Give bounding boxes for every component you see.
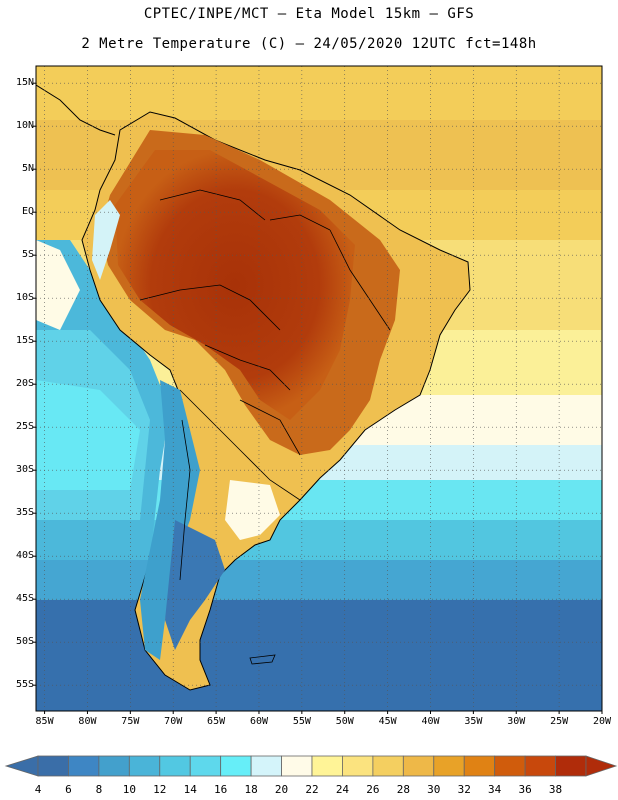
colorbar-arrow-low [4,755,39,777]
colorbar-swatch [555,755,587,777]
lat-label: 50S [15,636,34,648]
border-argentina-north [179,389,301,501]
colorbar-label: 26 [366,783,380,796]
colorbar-label: 4 [34,783,42,796]
colorbar-label: 36 [518,783,532,796]
patagonia-cold [165,520,225,650]
lat-label: 55S [15,679,34,691]
colorbar-label: 22 [305,783,319,796]
border-bolivia [204,344,291,391]
colorbar-swatch [463,755,496,777]
colorbar-swatch [220,755,252,777]
lon-label: 75W [121,716,140,727]
colorbar-swatch [372,755,404,777]
pampas-mild [225,480,280,540]
country-borders [139,189,391,581]
border-colombia-venezuela [159,189,266,221]
hottest-core [115,150,355,420]
lon-label: 65W [207,716,226,727]
andes-cold-north [92,200,120,280]
central-america-coast [36,84,116,136]
lat-label: 15N [15,77,34,89]
lat-label: 30S [15,464,34,476]
border-chile-argentina [179,419,191,581]
lat-label: 10N [15,120,34,132]
lon-label: 45W [378,716,397,727]
colorbar-swatch [311,755,343,777]
lon-label: 80W [78,716,97,727]
colorbar-label: 14 [183,783,197,796]
colorbar-label: 38 [548,783,563,796]
lon-label: 70W [164,716,183,727]
axis-ticks [33,82,603,714]
colorbar-swatch [494,755,526,777]
colorbar-label: 32 [457,783,471,796]
lon-label: 25W [550,716,569,727]
lat-label: 20S [15,378,34,390]
lon-label: 40W [421,716,440,727]
lat-label: EQ [21,206,34,218]
lon-label: 50W [335,716,354,727]
colorbar-swatch [189,755,222,777]
lon-label: 60W [249,716,268,727]
colorbar-label: 34 [488,783,502,796]
lat-label: 10S [15,292,34,304]
colorbar-label: 28 [396,783,410,796]
colorbar-swatch [128,755,161,777]
lon-label: 30W [507,716,526,727]
colorbar-label: 30 [427,783,441,796]
colorbar-label: 16 [214,783,228,796]
colorbar-swatch [524,755,556,777]
lat-label: 15S [15,335,34,347]
lon-label: 35W [464,716,483,727]
lat-label: 5N [21,163,34,175]
temperature-field [36,66,602,711]
band-deep-blue [36,600,602,711]
colorbar-swatch [68,755,100,777]
border-paraguay [239,399,301,456]
border-peru-brazil [139,284,281,331]
colorbar-swatch [159,755,191,777]
lon-label: 85W [35,716,54,727]
lon-label: 20W [592,716,612,727]
lat-label: 40S [15,550,34,562]
border-guianas [269,214,331,231]
colorbar-swatch [342,755,374,777]
colorbar-swatch [281,755,313,777]
colorbar-swatch [433,755,465,777]
pacific-light-cyan [36,380,140,490]
lat-label: 45S [15,593,34,605]
pacific-cream [36,240,80,330]
colorbar-label: 12 [153,783,167,796]
falkland-islands [249,654,276,665]
map-subtitle: 2 Metre Temperature (C) – 24/05/2020 12U… [81,36,537,52]
band-blue [36,560,602,605]
colorbar-arrow-high [585,755,618,777]
map-frame [35,65,603,712]
colorbar-label: 8 [95,783,103,796]
map-title: CPTEC/INPE/MCT – Eta Model 15km – GFS [143,6,475,22]
colorbar-label: 10 [122,783,136,796]
border-brazil-states [329,229,391,331]
colorbar-label: 6 [65,783,72,796]
colorbar-swatch [37,755,69,777]
andes-cold-south [140,380,200,660]
colorbar-swatch [250,755,282,777]
lat-label: 25S [15,421,34,433]
colorbar [4,755,618,777]
colorbar-label: 18 [244,783,258,796]
lat-label: 5S [21,249,34,261]
colorbar-label: 20 [274,783,289,796]
colorbar-swatch [402,755,435,777]
lon-label: 55W [292,716,311,727]
colorbar-label: 24 [335,783,350,796]
lat-label: 35S [15,507,34,519]
colorbar-swatch [98,755,130,777]
